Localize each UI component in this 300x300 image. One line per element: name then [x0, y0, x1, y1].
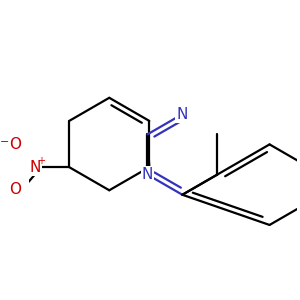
Text: O: O: [10, 182, 22, 197]
Text: N: N: [29, 160, 40, 175]
Text: N: N: [142, 167, 153, 182]
Text: O: O: [10, 137, 22, 152]
Text: N: N: [177, 107, 188, 122]
Text: +: +: [38, 156, 46, 166]
Text: −: −: [0, 137, 9, 147]
